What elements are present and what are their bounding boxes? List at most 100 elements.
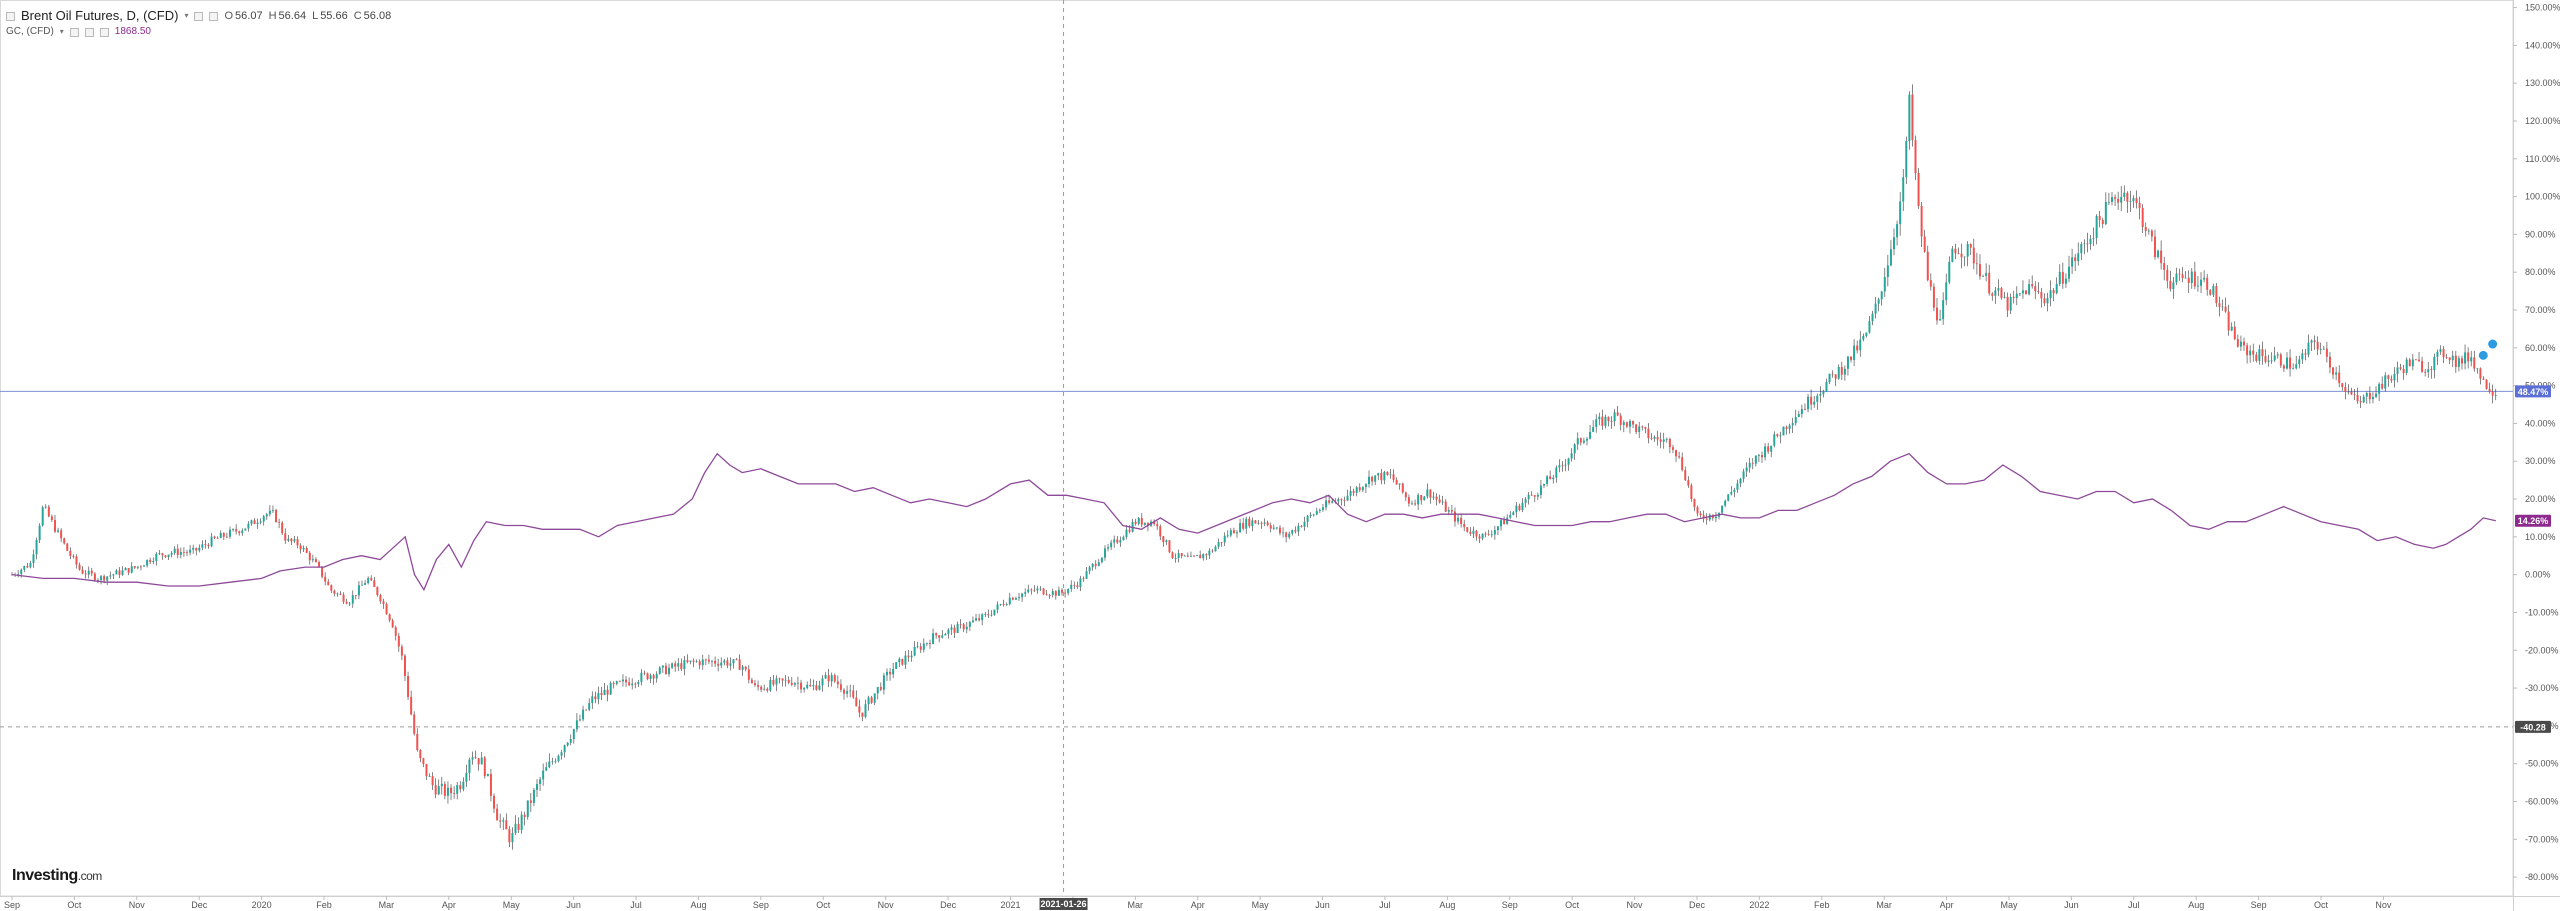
candle-body — [916, 646, 919, 648]
candle-body — [2378, 383, 2381, 394]
close-icon[interactable] — [209, 11, 219, 21]
candle-body — [1693, 499, 1696, 508]
candle-body — [1810, 396, 1813, 405]
candle-body — [1684, 470, 1687, 481]
close-icon[interactable] — [99, 27, 109, 37]
chevron-down-icon[interactable]: ▾ — [184, 11, 189, 20]
candle-body — [1199, 555, 1202, 559]
candle-body — [1288, 533, 1291, 538]
candle-body — [1917, 173, 1920, 207]
candle-body — [1002, 604, 1005, 606]
collapse-toggle-icon[interactable] — [6, 11, 15, 21]
settings-icon[interactable] — [84, 27, 94, 37]
candle-body — [1085, 571, 1088, 579]
candle-body — [2012, 297, 2015, 298]
x-tick-label: Mar — [1876, 900, 1892, 910]
candle-body — [84, 573, 87, 575]
candle-body — [1883, 277, 1886, 292]
y-tick-label: -60.00% — [2525, 796, 2559, 806]
candle-body — [502, 820, 505, 822]
candle-body — [78, 564, 81, 570]
candle-body — [2212, 286, 2215, 295]
candle-body — [2255, 354, 2258, 361]
candle-body — [707, 659, 710, 662]
candle-body — [2080, 244, 2083, 254]
candle-body — [2181, 274, 2184, 279]
candle-body — [904, 655, 907, 665]
candle-body — [1165, 540, 1168, 543]
candle-body — [812, 685, 815, 687]
candle-body — [1653, 437, 1656, 439]
candle-body — [1926, 251, 1929, 281]
candle-body — [1625, 422, 1628, 427]
candle-body — [1656, 437, 1659, 440]
candle-body — [262, 516, 265, 522]
compare-symbol-label[interactable]: GC, (CFD) — [6, 26, 54, 37]
candle-body — [1312, 514, 1315, 516]
candle-body — [308, 552, 311, 561]
candle-body — [2491, 391, 2494, 396]
candle-body — [750, 679, 753, 684]
candle-body — [1107, 547, 1110, 549]
eye-icon[interactable] — [69, 27, 79, 37]
candle-body — [1174, 558, 1177, 559]
candle-body — [139, 566, 142, 568]
candle-body — [2473, 357, 2476, 369]
candle-body — [1254, 520, 1257, 524]
candle-body — [210, 536, 213, 547]
candle-body — [1180, 553, 1183, 557]
event-marker-icon — [2487, 338, 2499, 350]
candle-body — [465, 772, 468, 782]
settings-icon[interactable] — [194, 11, 204, 21]
candle-body — [1767, 446, 1770, 452]
candle-body — [1269, 525, 1272, 529]
candle-body — [2387, 375, 2390, 379]
candle-body — [1472, 530, 1475, 534]
x-tick-label: Mar — [1128, 900, 1144, 910]
candle-body — [2289, 357, 2292, 369]
candle-body — [1030, 589, 1033, 591]
candle-body — [557, 755, 560, 762]
x-tick-label: Aug — [690, 900, 706, 910]
candle-body — [532, 789, 535, 803]
candle-body — [130, 566, 133, 573]
candle-body — [1770, 445, 1773, 452]
candle-body — [677, 663, 680, 667]
x-tick-label: Oct — [67, 900, 82, 910]
candle-body — [1137, 517, 1140, 524]
x-axis-ticks: Sep Oct Nov Dec 2020 Feb Mar Apr May Jun Jul Aug Sep… — [4, 896, 2392, 910]
candle-body — [2206, 277, 2209, 290]
candle-body — [284, 533, 287, 541]
chevron-down-icon[interactable]: ▾ — [59, 27, 64, 36]
candle-body — [342, 594, 345, 602]
candle-body — [2273, 355, 2276, 361]
candle-body — [1539, 485, 1542, 495]
x-tick-label: Feb — [316, 900, 332, 910]
candle-body — [2322, 348, 2325, 350]
candle-body — [664, 665, 667, 675]
candle-body — [1527, 494, 1530, 500]
candle-body — [1727, 494, 1730, 501]
main-symbol-label[interactable]: Brent Oil Futures, D, (CFD) — [21, 8, 179, 23]
candle-body — [1862, 335, 1865, 340]
candle-body — [1103, 548, 1106, 558]
candle-body — [345, 601, 348, 604]
candle-body — [965, 626, 968, 630]
candle-body — [1097, 562, 1100, 566]
candle-body — [2061, 271, 2064, 284]
candle-body — [818, 685, 821, 690]
candle-body — [170, 552, 173, 555]
candle-body — [987, 614, 990, 616]
candle-body — [796, 682, 799, 684]
candle-body — [198, 547, 201, 551]
candle-body — [1251, 520, 1254, 527]
candle-body — [1275, 527, 1278, 529]
candle-body — [1196, 555, 1199, 556]
candle-body — [75, 556, 78, 565]
candle-body — [1245, 518, 1248, 529]
candle-body — [244, 528, 247, 531]
candle-body — [603, 689, 606, 696]
candle-body — [2405, 359, 2408, 373]
